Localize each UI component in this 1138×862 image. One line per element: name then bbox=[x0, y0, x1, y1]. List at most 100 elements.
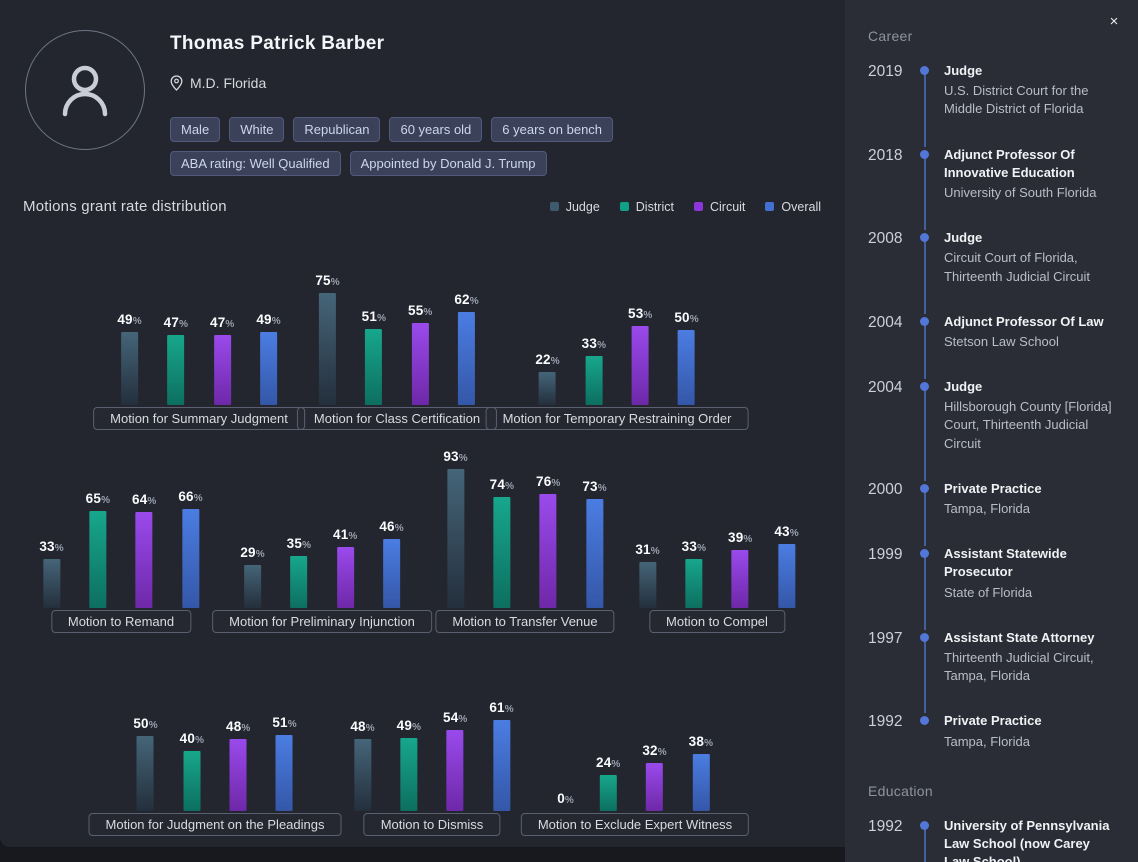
motion-name-label: Motion for Summary Judgment bbox=[93, 407, 305, 430]
bar-value-label: 41% bbox=[332, 526, 358, 542]
bar-group-column: 75% bbox=[315, 272, 340, 405]
bar-value-label: 35% bbox=[286, 535, 311, 551]
timeline-year: 1997 bbox=[868, 629, 903, 647]
overall-bar[interactable] bbox=[677, 330, 695, 405]
circuit-bar[interactable] bbox=[539, 494, 557, 608]
overall-bar[interactable] bbox=[692, 754, 710, 811]
district-bar[interactable] bbox=[585, 355, 603, 405]
bar-group-column: 43% bbox=[774, 524, 799, 608]
location-pin-icon bbox=[170, 75, 183, 91]
bar-value-label: 65% bbox=[85, 490, 110, 506]
district-bar[interactable] bbox=[493, 497, 511, 608]
circuit-bar[interactable] bbox=[135, 512, 153, 608]
overall-bar[interactable] bbox=[492, 719, 510, 811]
overall-bar[interactable] bbox=[259, 331, 277, 405]
motion-name-label: Motion for Temporary Restraining Order bbox=[485, 407, 749, 430]
circuit-bar[interactable] bbox=[446, 730, 464, 811]
timeline-connector bbox=[924, 826, 926, 862]
bar-value-label: 32% bbox=[642, 743, 667, 758]
bar-value-label: 31% bbox=[635, 541, 660, 557]
judge-bar[interactable] bbox=[43, 558, 60, 608]
circuit-bar[interactable] bbox=[336, 546, 354, 608]
overall-bar[interactable] bbox=[181, 509, 199, 608]
district-bar[interactable] bbox=[89, 510, 107, 608]
judge-bar[interactable] bbox=[318, 292, 336, 405]
judge-bar[interactable] bbox=[354, 739, 371, 811]
district-bar[interactable] bbox=[183, 751, 201, 811]
legend-label: District bbox=[635, 199, 674, 214]
profile-badge: White bbox=[229, 117, 285, 142]
timeline-connector bbox=[924, 489, 926, 547]
overall-bar[interactable] bbox=[777, 543, 795, 608]
bar-value-label: 54% bbox=[443, 710, 468, 725]
overall-bar[interactable] bbox=[457, 312, 475, 405]
timeline-connector bbox=[924, 239, 926, 314]
bar-group-column: 24% bbox=[596, 755, 620, 811]
bar-value-label: 75% bbox=[315, 272, 340, 288]
legend-item[interactable]: Overall bbox=[765, 200, 821, 214]
timeline-year: 2008 bbox=[868, 230, 903, 248]
motion-name-label: Motion to Dismiss bbox=[363, 813, 501, 836]
overall-bar[interactable] bbox=[275, 734, 293, 811]
circuit-bar[interactable] bbox=[645, 763, 663, 811]
timeline-dot-icon bbox=[920, 716, 929, 726]
timeline-entry: 2004 Adjunct Professor Of Law Stetson Law … bbox=[868, 313, 1116, 380]
judge-bar[interactable] bbox=[120, 331, 138, 405]
legend-item[interactable]: Circuit bbox=[693, 199, 746, 214]
district-bar[interactable] bbox=[167, 334, 185, 405]
bar-value-label: 93% bbox=[443, 448, 468, 464]
district-bar[interactable] bbox=[599, 775, 617, 811]
overall-bar[interactable] bbox=[585, 498, 603, 608]
legend-swatch-icon bbox=[619, 202, 629, 211]
circuit-bar[interactable] bbox=[213, 334, 231, 405]
career-section-title: Career bbox=[868, 28, 913, 44]
bar-group-column: 93% bbox=[443, 448, 468, 608]
overall-bar[interactable] bbox=[382, 539, 400, 608]
district-bar[interactable] bbox=[685, 558, 703, 608]
timeline-connector bbox=[924, 322, 926, 380]
bar-value-label: 64% bbox=[132, 492, 157, 507]
bar-value-label: 33% bbox=[39, 538, 64, 554]
circuit-bar[interactable] bbox=[631, 325, 649, 405]
legend-item[interactable]: Judge bbox=[549, 199, 600, 214]
timeline-year: 2019 bbox=[868, 63, 903, 80]
bar-group-column: 62% bbox=[454, 292, 479, 405]
close-icon[interactable]: × bbox=[1109, 13, 1119, 30]
bar-value-label: 50% bbox=[133, 716, 158, 731]
motion-chart: 48% 49% 54% 61% Motion to Dismiss bbox=[350, 639, 514, 836]
motion-name-label: Motion for Class Certification bbox=[296, 407, 498, 430]
bar-group-column: 49% bbox=[396, 717, 421, 811]
judge-bar[interactable] bbox=[446, 468, 464, 608]
career-sidebar: Career 2019 Judge U.S. District Court for … bbox=[845, 0, 1138, 862]
judge-bar[interactable] bbox=[243, 564, 261, 608]
bar-value-label: 49% bbox=[396, 717, 421, 733]
timeline-entry: 2004 Judge Hillsborough County [Florida] C… bbox=[868, 378, 1116, 481]
timeline-entry: 2000 Private Practice Tampa, Florida bbox=[868, 480, 1116, 547]
bar-value-label: 74% bbox=[489, 477, 514, 492]
circuit-bar[interactable] bbox=[229, 739, 247, 811]
legend-item[interactable]: District bbox=[619, 199, 674, 214]
bar-group-column: 73% bbox=[582, 479, 607, 608]
timeline-entry-title: Private Practice bbox=[944, 480, 1042, 496]
judge-bar[interactable] bbox=[639, 561, 656, 608]
district-bar[interactable] bbox=[365, 328, 383, 405]
judge-bar[interactable] bbox=[538, 372, 556, 405]
district-bar[interactable] bbox=[290, 555, 308, 608]
judge-bar[interactable] bbox=[137, 736, 154, 811]
bar-value-label: 33% bbox=[581, 335, 606, 351]
bar-group-column: 35% bbox=[286, 535, 311, 608]
district-bar[interactable] bbox=[400, 737, 418, 811]
circuit-bar[interactable] bbox=[731, 549, 749, 608]
motion-name-label: Motion for Judgment on the Pleadings bbox=[88, 813, 342, 836]
timeline-entry-subtitle: Stetson Law School bbox=[944, 333, 1059, 349]
timeline-connector bbox=[924, 555, 926, 630]
circuit-bar[interactable] bbox=[411, 322, 429, 405]
legend-label: Judge bbox=[565, 199, 600, 214]
bar-group-column: 61% bbox=[489, 700, 514, 811]
bar-value-label: 47% bbox=[163, 314, 188, 330]
bar-group-column: 22% bbox=[535, 352, 560, 405]
timeline-entry-title: Private Practice bbox=[944, 713, 1042, 729]
legend-label: Circuit bbox=[709, 199, 746, 214]
motion-chart: 33% 65% 64% 66% Motion to Remand bbox=[39, 436, 203, 633]
bar-group-column: 74% bbox=[490, 477, 514, 608]
